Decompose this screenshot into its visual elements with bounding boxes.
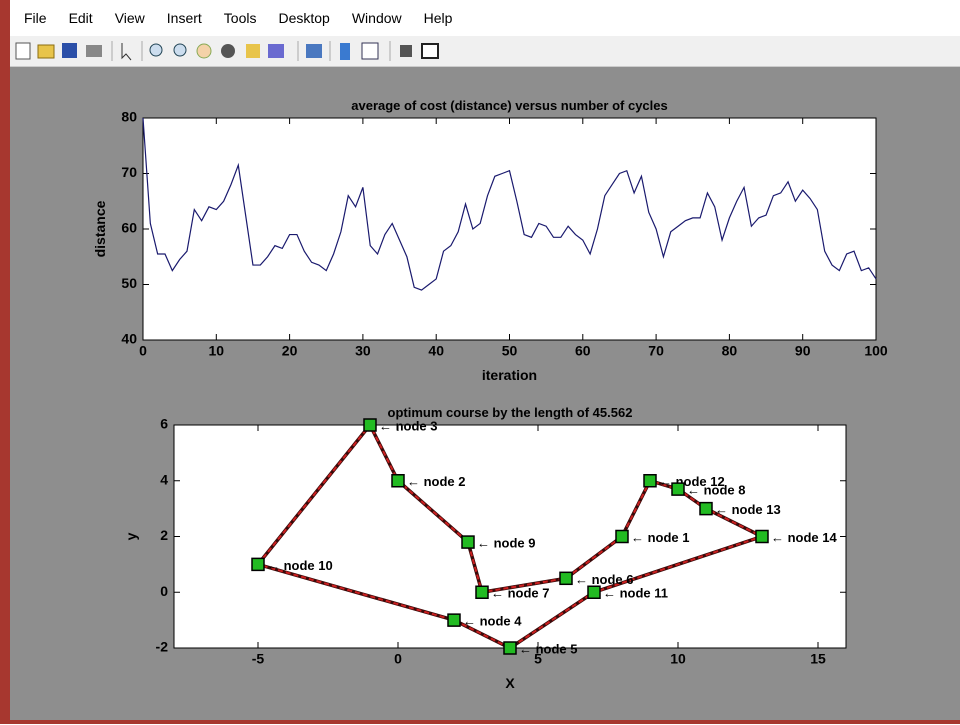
node-label: ← node 1 [631, 530, 690, 545]
y-tick-label: 80 [121, 109, 137, 125]
toolbar [10, 36, 960, 67]
node-label: ← node 2 [407, 474, 466, 489]
node-label: ← node 10 [267, 558, 333, 573]
y-axis-label: y [123, 532, 139, 540]
node-marker [643, 474, 657, 488]
menu-bar: File Edit View Insert Tools Desktop Window Help [10, 0, 960, 36]
x-tick-label: 30 [355, 343, 371, 359]
toolbar-icons [15, 41, 439, 61]
node-marker [503, 641, 517, 655]
x-tick-label: -5 [252, 651, 265, 667]
node-marker [559, 571, 573, 586]
menu-item[interactable]: File [24, 10, 47, 26]
x-tick-label: 80 [722, 343, 738, 359]
x-tick-label: 0 [139, 343, 147, 359]
x-tick-label: 15 [810, 651, 826, 667]
node-marker [755, 529, 769, 544]
node-label: ← node 14 [771, 530, 838, 545]
x-tick-label: 60 [575, 343, 591, 359]
node-label: ← node 7 [491, 586, 550, 601]
x-tick-label: 100 [864, 343, 888, 359]
node-label: ← node 11 [603, 586, 668, 601]
menu-item[interactable]: Desktop [278, 10, 330, 26]
y-tick-label: 4 [160, 471, 168, 487]
node-label: ← node 4 [463, 614, 522, 629]
node-label: ← node 13 [715, 502, 781, 517]
chart-title: optimum course by the length of 45.562 [388, 405, 633, 420]
x-tick-label: 40 [428, 343, 444, 359]
menu-item[interactable]: Insert [166, 10, 202, 26]
node-label: ← node 5 [519, 641, 578, 656]
plot-area [142, 117, 877, 341]
plot-area [173, 424, 847, 649]
menu-item[interactable]: Edit [68, 10, 93, 26]
node-label: ← node 8 [687, 483, 746, 498]
menu-item[interactable]: Help [423, 10, 453, 26]
y-tick-label: 0 [160, 583, 168, 599]
menu-item[interactable]: Window [351, 10, 402, 26]
y-tick-label: 50 [121, 275, 137, 291]
y-tick-label: 2 [160, 527, 168, 543]
y-tick-label: 70 [121, 164, 137, 180]
node-marker [391, 474, 405, 488]
x-tick-label: 50 [502, 343, 518, 359]
x-tick-label: 10 [209, 343, 225, 359]
node-label: ← node 3 [379, 418, 438, 433]
y-tick-label: 6 [160, 416, 168, 432]
node-marker [615, 529, 629, 544]
y-tick-label: 60 [121, 220, 137, 236]
node-label: ← node 9 [477, 536, 536, 551]
x-tick-label: 70 [648, 343, 664, 359]
node-marker [251, 557, 265, 572]
menu-item[interactable]: View [114, 10, 145, 26]
chart-title: average of cost (distance) versus number… [351, 98, 667, 113]
node-label: ← node 6 [575, 572, 634, 587]
figure-area: average of cost (distance) versus number… [10, 67, 960, 720]
node-marker [475, 585, 489, 599]
y-tick-label: 40 [121, 331, 137, 347]
node-marker [671, 482, 685, 496]
x-tick-label: 20 [282, 343, 298, 359]
menu-item[interactable]: Tools [223, 10, 257, 26]
x-tick-label: 90 [795, 343, 811, 359]
node-marker [363, 418, 377, 432]
node-marker [587, 585, 601, 599]
figure: average of cost (distance) versus number… [92, 98, 888, 691]
x-tick-label: 0 [394, 651, 402, 667]
node-marker [699, 501, 713, 516]
x-axis-label: X [505, 675, 515, 691]
node-marker [447, 613, 461, 627]
x-tick-label: 5 [534, 651, 542, 667]
y-tick-label: -2 [156, 639, 169, 655]
data-line [142, 117, 877, 291]
node-marker [461, 535, 475, 549]
x-tick-label: 10 [670, 651, 686, 667]
x-axis-label: iteration [482, 367, 537, 383]
y-axis-label: distance [92, 200, 108, 257]
